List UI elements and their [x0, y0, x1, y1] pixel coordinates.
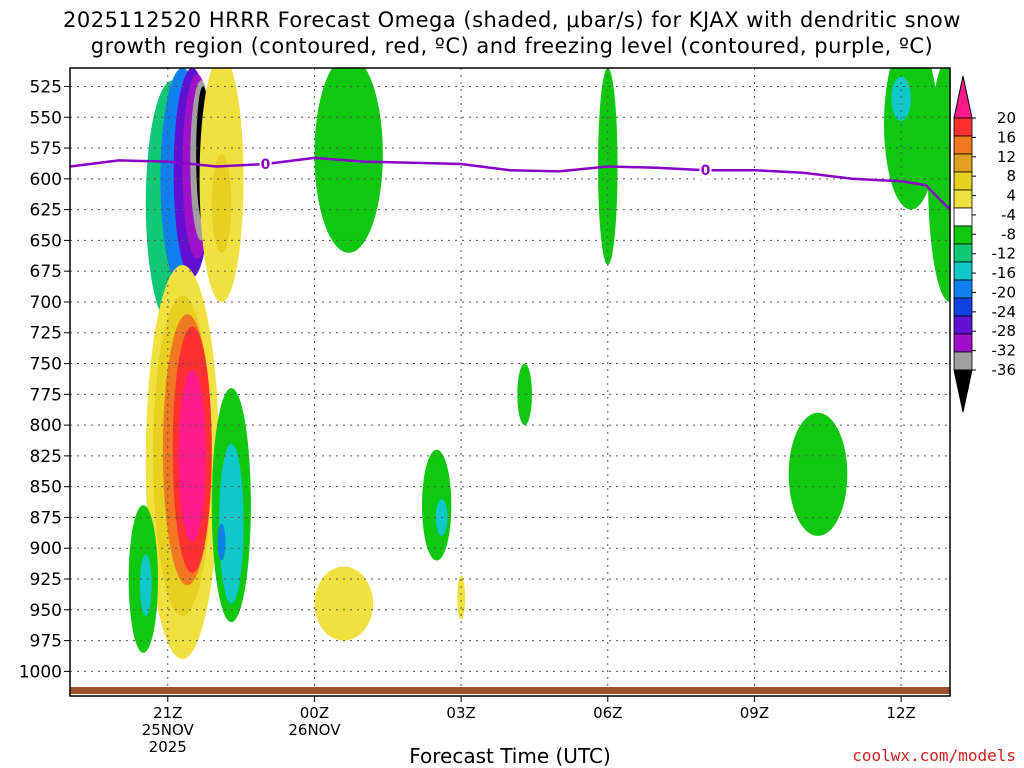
omega-shading-layer: [128, 68, 950, 660]
y-tick-label-725: 725: [30, 324, 62, 344]
colorbar-band-11: [953, 297, 973, 317]
colorbar-label-13: -36: [992, 361, 1017, 379]
y-tick-label-525: 525: [30, 77, 62, 97]
colorbar-band-3: [953, 153, 973, 173]
colorbar-label-4: 4: [1006, 187, 1016, 205]
y-tick-label-875: 875: [30, 508, 62, 528]
freezing-level-line: [70, 156, 950, 211]
colorbar-label-10: -24: [992, 303, 1017, 321]
y-tick-label-950: 950: [30, 601, 62, 621]
omega-region-25: [788, 412, 848, 536]
colorbar-band-5: [953, 189, 973, 209]
x-tick-label-21Z-2: 2025: [149, 738, 187, 756]
y-tick-label-750: 750: [30, 355, 62, 375]
freezing-level-label-1: 0: [701, 163, 711, 179]
x-tick-label-21Z-1: 25NOV: [142, 721, 195, 739]
colorbar-band-9: [953, 261, 973, 281]
omega-region-22: [457, 575, 466, 620]
omega-region-23: [517, 363, 533, 426]
colorbar-band-7: [953, 225, 973, 245]
omega-region-18: [314, 68, 383, 253]
y-tick-label-600: 600: [30, 170, 62, 190]
colorbar-label-6: -8: [1001, 225, 1016, 243]
y-tick-label-825: 825: [30, 447, 62, 467]
y-tick-label-625: 625: [30, 201, 62, 221]
omega-region-19: [422, 449, 452, 561]
y-tick-label-850: 850: [30, 478, 62, 498]
freezing-label-bg-0: [259, 155, 272, 174]
y-tick-label-675: 675: [30, 262, 62, 282]
omega-region-21: [314, 566, 374, 641]
y-tick-label-650: 650: [30, 231, 62, 251]
omega-region-16: [219, 443, 244, 604]
colorbar-band-6: [953, 207, 973, 227]
colorbar-band-1: [953, 117, 973, 137]
omega-region-12: [178, 369, 206, 543]
colorbar-label-11: -28: [992, 322, 1017, 340]
y-tick-label-800: 800: [30, 416, 62, 436]
colorbar-band-2: [953, 135, 973, 155]
colorbar-label-12: -32: [992, 342, 1017, 360]
colorbar-label-0: 20: [997, 109, 1016, 127]
colorbar-band-13: [953, 333, 973, 353]
y-tick-label-550: 550: [30, 108, 62, 128]
colorbar-label-2: 12: [997, 148, 1016, 166]
colorbar-label-3: 8: [1006, 167, 1016, 185]
omega-region-28: [928, 68, 950, 302]
freezing-label-bg-1: [699, 161, 712, 180]
colorbar-band-8: [953, 243, 973, 263]
colorbar-top-arrow: [953, 75, 973, 119]
y-tick-label-575: 575: [30, 139, 62, 159]
plot-frame: [69, 67, 951, 697]
colorbar-band-10: [953, 279, 973, 299]
colorbar-label-7: -12: [992, 245, 1017, 263]
colorbar-label-9: -20: [992, 283, 1017, 301]
colorbar-band-4: [953, 171, 973, 191]
omega-region-27: [891, 76, 911, 121]
pressure-axis: 525 550 575 600 625 650 675 700 725 750 775 800 825 8…: [19, 77, 70, 682]
colorbar-bottom-arrow: [953, 369, 973, 413]
site-credit: coolwx.com/models: [852, 746, 1016, 765]
colorbar-label-1: 16: [997, 128, 1016, 146]
chart-title-line-1: 2025112520 HRRR Forecast Omega (shaded, …: [63, 8, 961, 32]
x-axis-label: Forecast Time (UTC): [409, 744, 611, 768]
chart-title-line-2: growth region (contoured, red, ºC) and f…: [90, 34, 934, 58]
x-tick-label-00Z-0: 00Z: [300, 704, 329, 722]
freezing-level-label-0: 0: [261, 157, 271, 173]
omega-region-17: [217, 523, 226, 561]
x-tick-label-21Z-0: 21Z: [153, 704, 182, 722]
omega-region-7: [211, 154, 232, 253]
colorbar-band-14: [953, 351, 973, 371]
x-tick-label-03Z-0: 03Z: [446, 704, 475, 722]
ground-surface-strip: [70, 687, 950, 694]
y-tick-label-700: 700: [30, 293, 62, 313]
x-tick-label-00Z-1: 26NOV: [288, 721, 341, 739]
x-tick-label-12Z-0: 12Z: [886, 704, 915, 722]
x-tick-label-06Z-0: 06Z: [593, 704, 622, 722]
x-tick-label-09Z-0: 09Z: [740, 704, 769, 722]
omega-region-14: [139, 554, 152, 616]
y-tick-label-900: 900: [30, 539, 62, 559]
y-tick-label-925: 925: [30, 570, 62, 590]
y-tick-label-775: 775: [30, 385, 62, 405]
colorbar-band-12: [953, 315, 973, 335]
colorbar-label-8: -16: [992, 264, 1017, 282]
y-tick-label-975: 975: [30, 632, 62, 652]
y-tick-label-1000: 1000: [19, 662, 62, 682]
colorbar-label-5: -4: [1001, 206, 1016, 224]
